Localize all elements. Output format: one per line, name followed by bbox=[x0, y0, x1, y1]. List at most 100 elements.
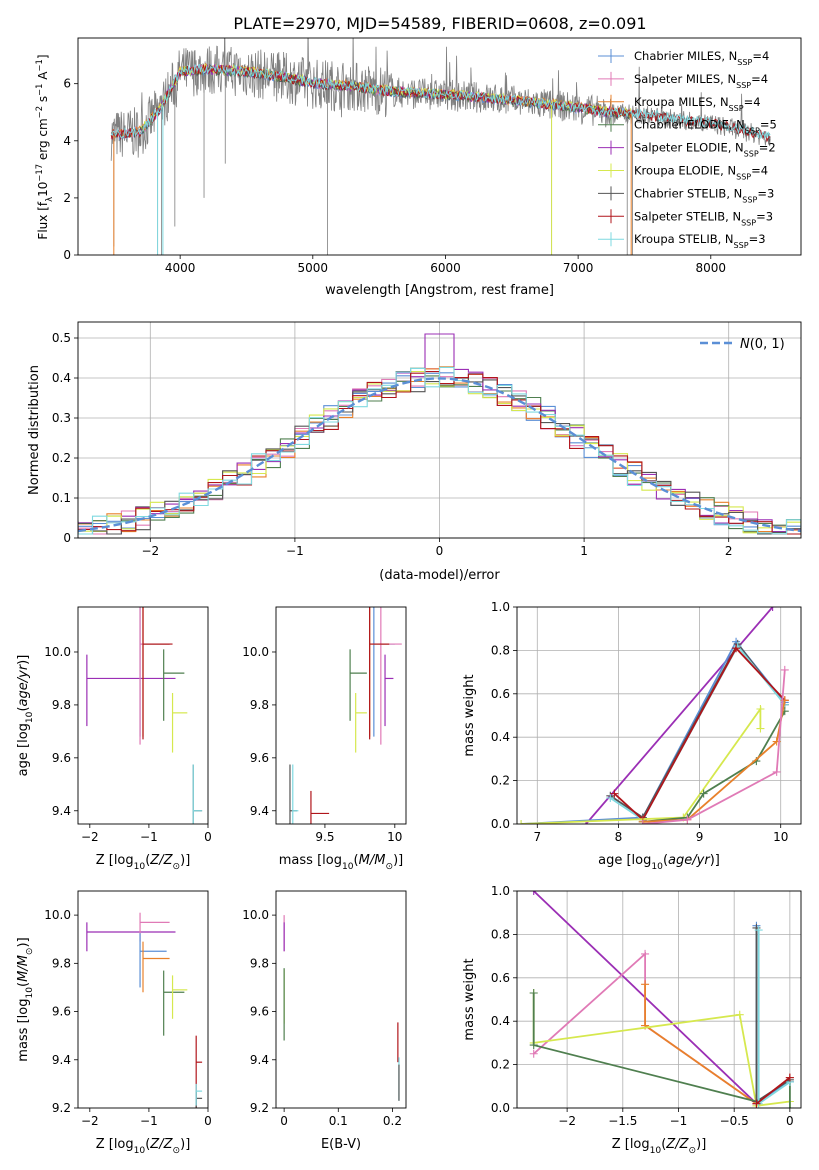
x-tick-label: 0.2 bbox=[383, 1114, 402, 1128]
weight-marker bbox=[641, 980, 650, 989]
error-bar bbox=[195, 1035, 203, 1108]
x-tick-label: −2 bbox=[81, 1114, 99, 1128]
axes-frame bbox=[275, 606, 407, 825]
x-tick-label: 9 bbox=[696, 830, 704, 844]
x-tick-label: 2 bbox=[725, 544, 733, 558]
axes-frame bbox=[516, 890, 802, 1109]
y-axis-label: mass [log10(M/M⊙)] bbox=[16, 937, 35, 1061]
legend-label: Salpeter MILES, NSSP=4 bbox=[634, 72, 768, 90]
x-tick-label: 0 bbox=[204, 830, 212, 844]
y-tick-label: 10.0 bbox=[44, 645, 71, 659]
x-tick-label: −2 bbox=[81, 830, 99, 844]
error-bar bbox=[171, 975, 188, 1019]
x-tick-label: 1 bbox=[580, 544, 588, 558]
x-tick-label: 6000 bbox=[430, 261, 461, 275]
x-tick-label: −0.5 bbox=[720, 1114, 749, 1128]
weight-marker bbox=[638, 820, 647, 824]
weight-marker bbox=[529, 988, 538, 997]
x-axis-label: Z [log10(Z/Z⊙)] bbox=[96, 853, 191, 872]
error-bar bbox=[292, 764, 299, 824]
x-axis-label: E(B-V) bbox=[321, 1137, 361, 1152]
error-bar bbox=[289, 764, 297, 824]
legend-label: Kroupa STELIB, NSSP=3 bbox=[634, 232, 766, 250]
weight-marker bbox=[756, 704, 765, 713]
y-tick-label: 9.4 bbox=[52, 1053, 71, 1067]
y-tick-label: 9.4 bbox=[52, 804, 71, 818]
error-bar bbox=[310, 790, 330, 824]
y-tick-label: 1.0 bbox=[491, 884, 510, 898]
y-tick-label: 0.4 bbox=[491, 1014, 510, 1028]
x-axis-label: Z [log10(Z/Z⊙)] bbox=[96, 1137, 191, 1156]
y-tick-label: 0.0 bbox=[491, 1101, 510, 1115]
x-tick-label: 5000 bbox=[298, 261, 329, 275]
x-axis-label: (data-model)/error bbox=[379, 568, 500, 583]
chart-panel: 4000 5000 6000 7000 8000 0 2 4 6 wavelength [Angs… bbox=[34, 37, 802, 298]
y-tick-label: 10.0 bbox=[44, 908, 71, 922]
y-tick-label: 0.6 bbox=[491, 687, 510, 701]
weight-marker bbox=[529, 1041, 538, 1050]
legend-label: N(0, 1) bbox=[740, 337, 785, 352]
error-bar bbox=[86, 922, 176, 952]
x-tick-label: 0 bbox=[204, 1114, 212, 1128]
weight-line bbox=[644, 984, 791, 1105]
plot-area bbox=[78, 333, 801, 535]
x-axis-label: Z [log10(Z/Z⊙)] bbox=[612, 1137, 707, 1156]
axes-frame bbox=[77, 37, 802, 256]
plot-area bbox=[86, 607, 203, 824]
weight-marker bbox=[641, 949, 650, 958]
chart-title: PLATE=2970, MJD=54589, FIBERID=0608, z=0… bbox=[233, 14, 646, 33]
x-tick-label: −2 bbox=[141, 544, 159, 558]
axes-frame bbox=[77, 890, 209, 1109]
observed-spectrum bbox=[110, 38, 771, 161]
error-bar bbox=[384, 654, 394, 727]
error-bar bbox=[86, 654, 176, 727]
weight-line bbox=[609, 642, 786, 819]
x-axis-label: age [log10(age/yr)] bbox=[598, 853, 720, 872]
y-tick-label: 9.6 bbox=[52, 1005, 71, 1019]
x-tick-label: 8 bbox=[615, 830, 623, 844]
y-tick-label: 9.2 bbox=[52, 1101, 71, 1115]
weight-marker bbox=[732, 644, 741, 653]
weight-marker bbox=[606, 793, 615, 802]
weight-line bbox=[757, 930, 791, 1106]
legend-label: Salpeter ELODIE, NSSP=2 bbox=[634, 141, 776, 159]
weight-marker bbox=[610, 789, 619, 798]
y-tick-label: 9.4 bbox=[250, 1053, 269, 1067]
y-tick-label: 0 bbox=[63, 248, 71, 262]
plot-area bbox=[517, 607, 789, 824]
plot-area bbox=[289, 607, 402, 824]
y-axis-label: Normed distribution bbox=[27, 365, 42, 495]
y-tick-label: 9.6 bbox=[250, 1005, 269, 1019]
error-bar bbox=[349, 649, 367, 721]
chart-panel: −2 −1 0 9.2 9.4 9.6 9.8 10.0 Z [log10(Z/Z⊙)] mass… bbox=[16, 890, 212, 1156]
y-tick-label: 0.5 bbox=[52, 331, 71, 345]
error-bar bbox=[163, 970, 185, 1036]
y-tick-label: 0.2 bbox=[52, 451, 71, 465]
y-tick-label: 10.0 bbox=[242, 908, 269, 922]
x-tick-label: 9.5 bbox=[315, 830, 334, 844]
chart-panel: −2 −1 0 1 2 0 0.1 0.2 0.3 0.4 0.5 (data-model)/erro… bbox=[27, 321, 802, 583]
x-tick-label: 10 bbox=[387, 830, 402, 844]
y-axis-label: Flux [fλ10−17 erg cm−2 s−1 A−1] bbox=[34, 54, 54, 239]
chart-panel: −2 −1.5 −1 −0.5 0 0.0 0.2 0.4 0.6 0.8 1.0 Z [log10(… bbox=[462, 884, 802, 1156]
weight-line bbox=[642, 700, 786, 823]
weight-marker bbox=[683, 815, 692, 824]
y-tick-label: 10.0 bbox=[242, 645, 269, 659]
error-bar bbox=[195, 1091, 203, 1108]
y-axis-label: age [log10(age/yr)] bbox=[16, 655, 35, 777]
legend-label: Chabrier STELIB, NSSP=3 bbox=[634, 186, 774, 204]
chart-panel: 7 8 9 10 0.0 0.2 0.4 0.6 0.8 1.0 age [log10(age/yr… bbox=[462, 600, 802, 872]
weight-line bbox=[613, 646, 786, 822]
weight-marker bbox=[772, 767, 781, 776]
weight-marker bbox=[529, 891, 538, 895]
weight-line bbox=[521, 640, 786, 824]
weight-marker bbox=[735, 1010, 744, 1019]
y-tick-label: 9.6 bbox=[250, 751, 269, 765]
x-axis-label: wavelength [Angstrom, rest frame] bbox=[325, 283, 554, 298]
x-tick-label: 8000 bbox=[696, 261, 727, 275]
model-spectrum bbox=[110, 62, 632, 139]
weight-marker bbox=[756, 724, 765, 733]
y-tick-label: 0.0 bbox=[491, 817, 510, 831]
plot-area bbox=[283, 915, 400, 1101]
weight-marker bbox=[754, 926, 763, 935]
